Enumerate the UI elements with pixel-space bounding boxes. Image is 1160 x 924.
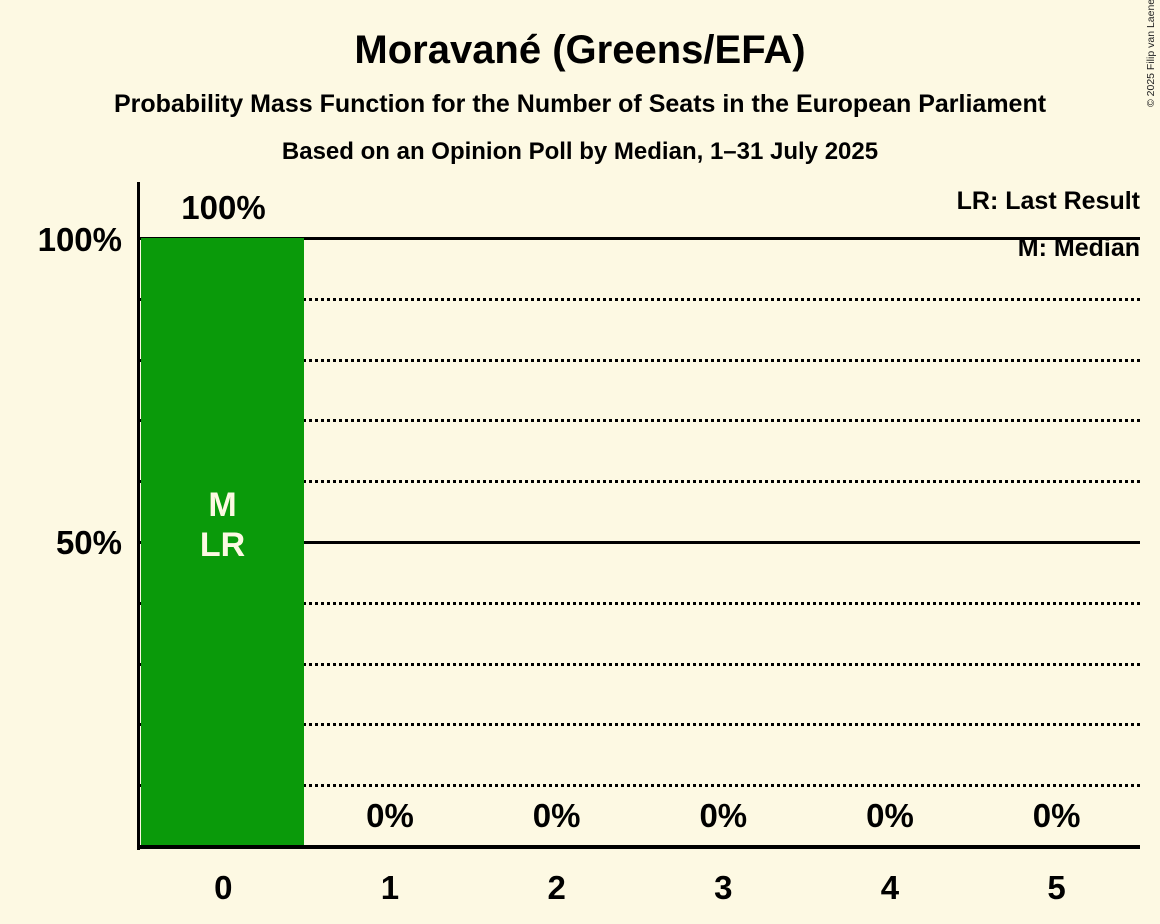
legend-last-result: LR: Last Result	[956, 187, 1140, 215]
poll-source-line: Based on an Opinion Poll by Median, 1–31…	[281, 138, 879, 165]
legend-median: M: Median	[1017, 234, 1140, 262]
y-tick-label-100: 100%	[37, 221, 122, 258]
y-axis-line	[137, 182, 140, 850]
gridline-dotted-60	[140, 480, 1140, 484]
bar-value-label-3: 0%	[699, 797, 748, 834]
y-tick-label-50: 50%	[55, 524, 122, 561]
bar-value-label-2: 0%	[532, 797, 581, 834]
bar-seats-0	[141, 238, 304, 846]
gridline-dotted-70	[140, 419, 1140, 423]
bar-value-label-5: 0%	[1032, 797, 1081, 834]
gridline-solid-100	[140, 237, 1140, 240]
page-title: Moravané (Greens/EFA)	[354, 28, 806, 72]
x-tick-labels-row: 0 1 2 3 4 5	[140, 870, 1140, 906]
gridline-dotted-10	[140, 784, 1140, 788]
x-tick-label-2: 2	[547, 869, 566, 906]
gridline-dotted-20	[140, 723, 1140, 727]
gridline-solid-50	[140, 541, 1140, 544]
x-tick-label-3: 3	[714, 869, 733, 906]
x-tick-label-0: 0	[214, 869, 233, 906]
bar-value-label-1: 0%	[366, 797, 414, 834]
gridline-dotted-40	[140, 601, 1140, 605]
page-subtitle: Probability Mass Function for the Number…	[113, 90, 1047, 118]
bar-value-spacer-0	[140, 798, 307, 834]
bar-value-label-4: 0%	[866, 797, 914, 834]
x-tick-label-4: 4	[880, 869, 900, 906]
gridline-dotted-80	[140, 358, 1140, 362]
gridline-dotted-30	[140, 662, 1140, 666]
gridline-dotted-90	[140, 297, 1140, 301]
last-result-marker-label: LR	[199, 526, 246, 564]
bar-value-label-0: 100%	[181, 189, 266, 226]
x-axis-line	[137, 845, 1140, 849]
zero-value-labels-row: 0% 0% 0% 0% 0%	[140, 798, 1140, 834]
copyright-notice: © 2025 Filip van Laenen	[1145, 0, 1157, 107]
x-tick-label-5: 5	[1047, 869, 1066, 906]
median-marker-label: M	[208, 486, 237, 524]
bar-marker-median-lastresult: M LR	[141, 485, 304, 565]
x-tick-label-1: 1	[380, 869, 400, 906]
